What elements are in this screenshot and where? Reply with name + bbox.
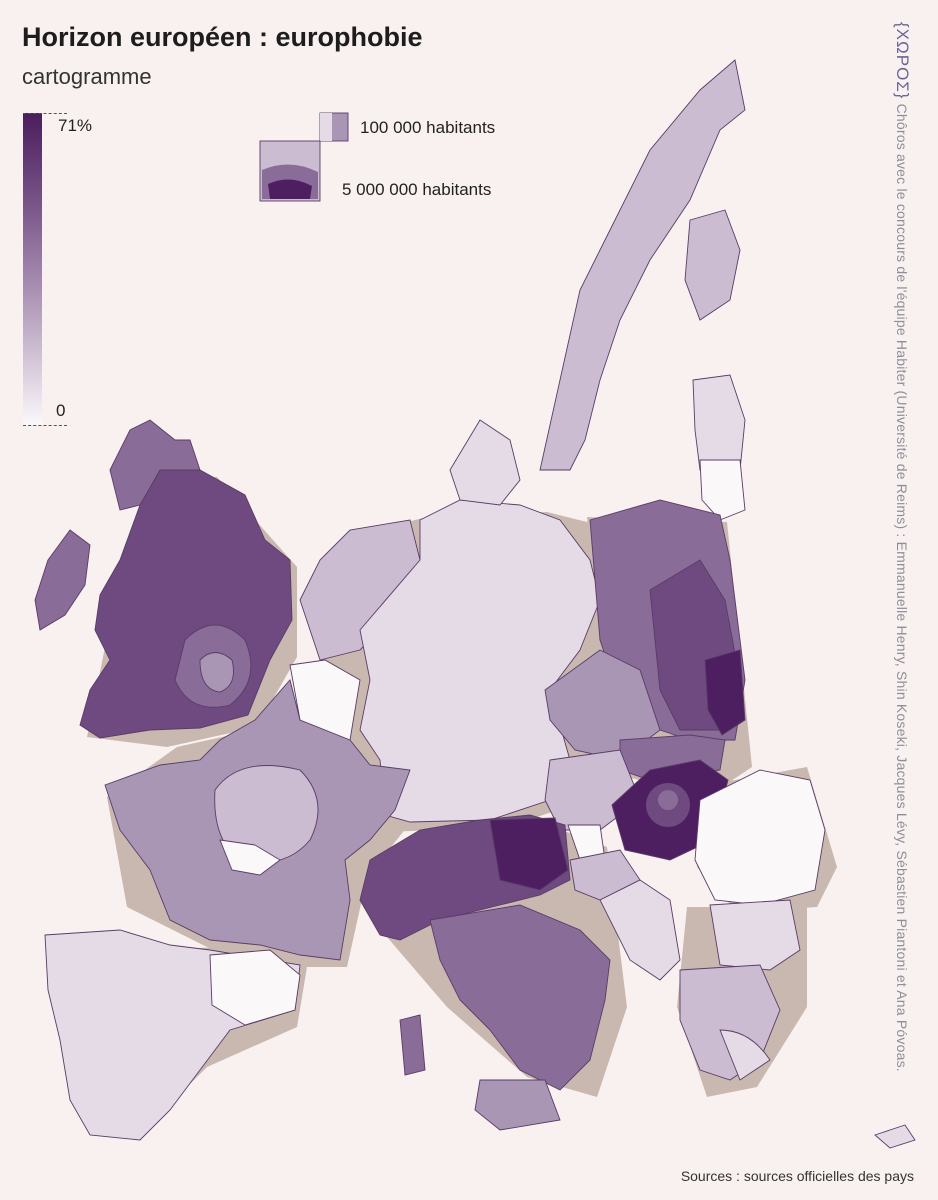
region-cyprus <box>874 1124 916 1149</box>
region-scandinavia <box>539 59 746 521</box>
region-denmark <box>449 419 521 506</box>
region-ireland <box>34 529 91 631</box>
size-legend-large-square-core <box>268 179 312 199</box>
legend-min-label: 0 <box>56 401 66 420</box>
region-scotland <box>109 419 201 511</box>
credit-text: Chôros avec le concours de l'équipe Habi… <box>894 103 910 1072</box>
map-subtitle: cartogramme <box>22 64 152 89</box>
region-italy <box>359 814 611 1131</box>
region-poland <box>589 499 746 741</box>
size-legend-small-square-fill <box>320 113 332 141</box>
size-legend-squares <box>259 112 349 202</box>
size-legend-small-label: 100 000 habitants <box>360 118 496 137</box>
region-balkans-west <box>599 879 681 981</box>
region-slovenia-croatia <box>567 824 641 901</box>
credit-block: {ΧΩΡΟΣ} Chôros avec le concours de l'équ… <box>892 22 912 1072</box>
sources-note: Sources : sources officielles des pays <box>680 1168 914 1184</box>
region-france <box>104 679 411 961</box>
region-bulgaria-greece <box>679 899 801 1081</box>
legend-max-label: 71% <box>58 116 93 135</box>
legend-top-tick <box>23 113 67 114</box>
region-romania <box>694 769 826 906</box>
region-united-kingdom <box>79 469 293 739</box>
choros-logo: {ΧΩΡΟΣ} <box>893 22 912 100</box>
map-title: Horizon européen : europhobie <box>22 22 423 52</box>
region-iberia <box>44 929 301 1141</box>
legend-bottom-tick <box>23 425 67 426</box>
color-scale-bar <box>23 113 42 425</box>
size-legend-large-label: 5 000 000 habitants <box>342 180 492 199</box>
